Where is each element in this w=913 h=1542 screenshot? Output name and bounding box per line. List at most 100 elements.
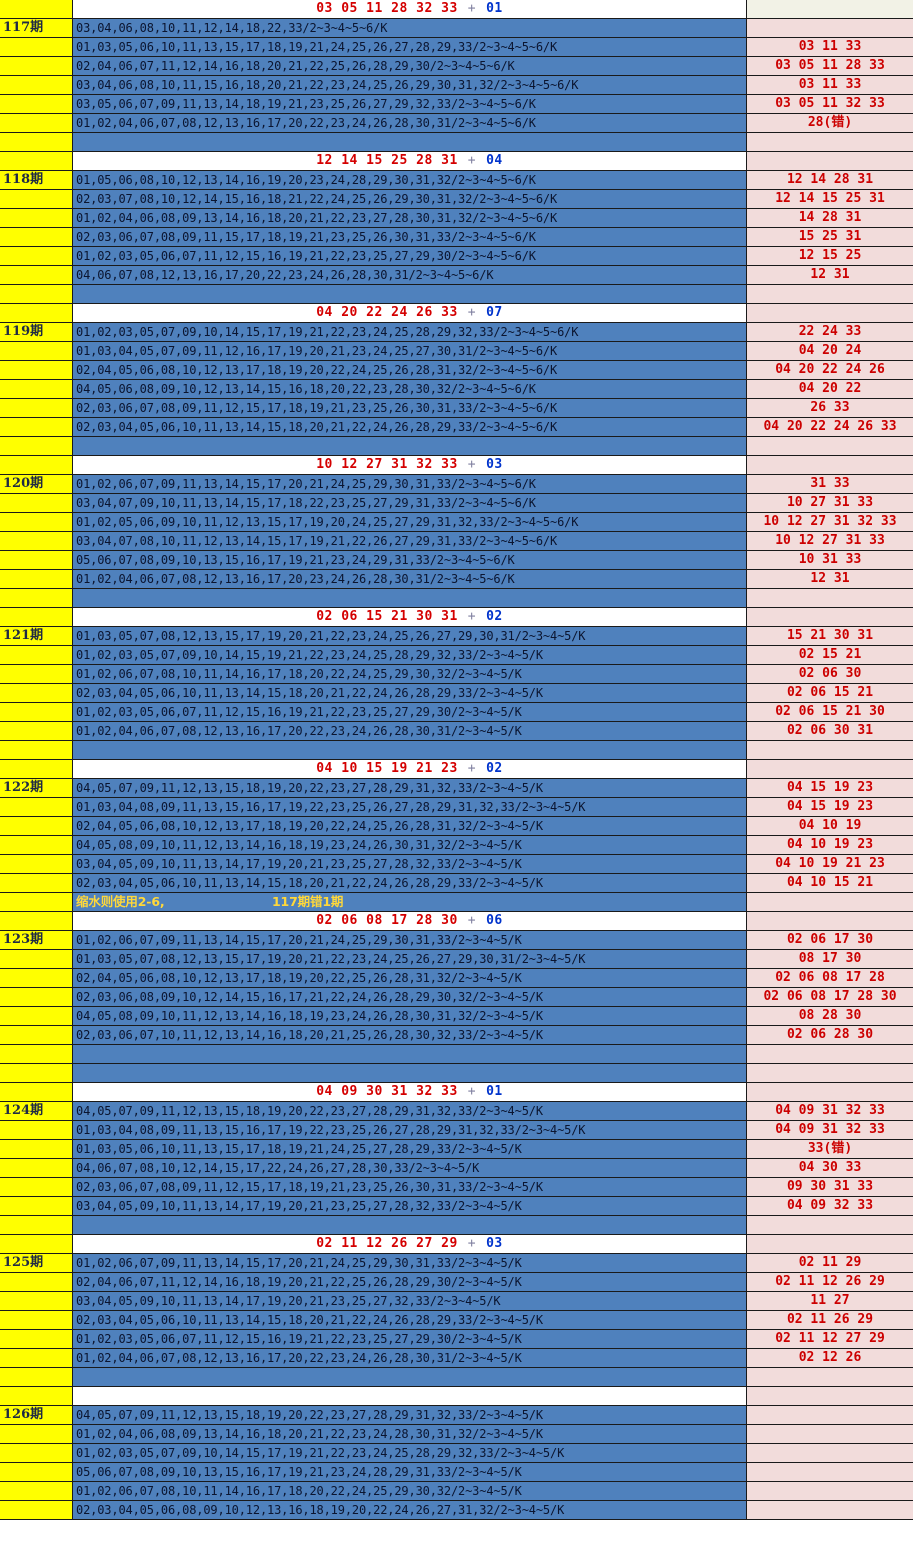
period-cell[interactable] [0,1368,73,1387]
combo-cell[interactable]: 01,02,04,06,07,08,12,13,16,17,20,22,23,2… [73,722,747,741]
combo-cell[interactable]: 04,06,07,08,10,12,14,15,17,22,24,26,27,2… [73,1159,747,1178]
period-cell[interactable] [0,893,73,912]
hit-cell[interactable] [747,1444,913,1463]
draw-result-cell[interactable]: 02 06 08 17 28 30 +06 [73,912,747,931]
combo-cell[interactable]: 01,02,06,07,08,10,11,14,16,17,18,20,22,2… [73,665,747,684]
period-cell[interactable] [0,836,73,855]
hit-cell[interactable] [747,1387,913,1406]
period-label[interactable]: 125期 [0,1254,73,1273]
combo-cell[interactable]: 04,05,07,09,11,12,13,15,18,19,20,22,23,2… [73,1406,747,1425]
period-cell[interactable] [0,437,73,456]
combo-cell[interactable]: 02,04,05,06,08,10,12,13,17,18,19,20,22,2… [73,361,747,380]
period-cell[interactable] [0,456,73,475]
period-cell[interactable] [0,551,73,570]
combo-cell[interactable]: 01,02,06,07,09,11,13,14,15,17,20,21,24,2… [73,475,747,494]
combo-cell[interactable]: 04,05,07,09,11,12,13,15,18,19,20,22,23,2… [73,1102,747,1121]
combo-cell[interactable]: 03,04,06,08,10,11,12,14,18,22,33/2~3~4~5… [73,19,747,38]
period-cell[interactable] [0,1501,73,1520]
draw-result-cell[interactable]: 04 20 22 24 26 33 +07 [73,304,747,323]
period-cell[interactable] [0,1387,73,1406]
hit-cell[interactable] [747,1235,913,1254]
period-cell[interactable] [0,855,73,874]
period-cell[interactable] [0,532,73,551]
period-cell[interactable] [0,1349,73,1368]
period-label[interactable]: 123期 [0,931,73,950]
hit-cell[interactable]: 12 14 15 25 31 [747,190,913,209]
period-cell[interactable] [0,665,73,684]
period-cell[interactable] [0,1140,73,1159]
hit-cell[interactable]: 12 31 [747,266,913,285]
period-cell[interactable] [0,741,73,760]
combo-cell[interactable]: 04,05,08,09,10,11,12,13,14,16,18,19,23,2… [73,836,747,855]
combo-cell[interactable] [73,741,747,760]
period-cell[interactable] [0,722,73,741]
period-cell[interactable] [0,380,73,399]
hit-cell[interactable]: 02 06 08 17 28 [747,969,913,988]
hit-cell[interactable]: 02 11 29 [747,1254,913,1273]
combo-cell[interactable]: 03,04,05,09,10,11,13,14,17,19,20,21,23,2… [73,1197,747,1216]
period-cell[interactable] [0,418,73,437]
hit-cell[interactable]: 04 30 33 [747,1159,913,1178]
hit-cell[interactable] [747,741,913,760]
draw-result-cell[interactable]: 04 10 15 19 21 23 +02 [73,760,747,779]
period-label[interactable]: 122期 [0,779,73,798]
hit-cell[interactable]: 04 10 19 [747,817,913,836]
hit-cell[interactable]: 02 06 30 [747,665,913,684]
note-cell[interactable]: 缩水则使用2-6, 117期错1期 [73,893,747,912]
combo-cell[interactable]: 01,02,04,06,07,08,12,13,16,17,20,22,23,2… [73,114,747,133]
combo-cell[interactable]: 01,03,04,05,07,09,11,12,16,17,19,20,21,2… [73,342,747,361]
combo-cell[interactable] [73,1045,747,1064]
period-cell[interactable] [0,1482,73,1501]
hit-cell[interactable]: 02 06 28 30 [747,1026,913,1045]
period-cell[interactable] [0,304,73,323]
hit-cell[interactable]: 08 28 30 [747,1007,913,1026]
hit-cell[interactable]: 12 15 25 [747,247,913,266]
hit-cell[interactable]: 04 09 31 32 33 [747,1102,913,1121]
hit-cell[interactable]: 02 15 21 [747,646,913,665]
combo-cell[interactable]: 04,05,08,09,10,11,12,13,14,16,18,19,23,2… [73,1007,747,1026]
period-cell[interactable] [0,1178,73,1197]
period-cell[interactable] [0,1330,73,1349]
period-cell[interactable] [0,912,73,931]
hit-cell[interactable]: 09 30 31 33 [747,1178,913,1197]
hit-cell[interactable] [747,437,913,456]
combo-cell[interactable]: 02,03,06,07,08,09,11,15,17,18,19,21,23,2… [73,228,747,247]
combo-cell[interactable]: 01,02,06,07,08,10,11,14,16,17,18,20,22,2… [73,1482,747,1501]
hit-cell[interactable]: 04 20 22 [747,380,913,399]
combo-cell[interactable]: 02,03,06,07,10,11,12,13,14,16,18,20,21,2… [73,1026,747,1045]
combo-cell[interactable]: 01,02,04,06,08,09,13,14,16,18,20,21,22,2… [73,209,747,228]
period-label[interactable]: 126期 [0,1406,73,1425]
period-cell[interactable] [0,703,73,722]
period-label[interactable]: 119期 [0,323,73,342]
hit-cell[interactable]: 15 25 31 [747,228,913,247]
period-cell[interactable] [0,133,73,152]
period-cell[interactable] [0,114,73,133]
hit-cell[interactable]: 10 27 31 33 [747,494,913,513]
period-cell[interactable] [0,190,73,209]
period-cell[interactable] [0,608,73,627]
hit-cell[interactable]: 11 27 [747,1292,913,1311]
period-cell[interactable] [0,1121,73,1140]
hit-cell[interactable]: 33(错) [747,1140,913,1159]
period-cell[interactable] [0,209,73,228]
combo-cell[interactable]: 01,02,03,05,06,07,11,12,15,16,19,21,22,2… [73,247,747,266]
period-cell[interactable] [0,798,73,817]
combo-cell[interactable] [73,133,747,152]
hit-cell[interactable] [747,1083,913,1102]
hit-cell[interactable]: 02 06 17 30 [747,931,913,950]
draw-result-cell[interactable]: 03 05 11 28 32 33 +01 [73,0,747,19]
period-cell[interactable] [0,684,73,703]
hit-cell[interactable]: 04 20 22 24 26 33 [747,418,913,437]
draw-result-cell[interactable]: 04 09 30 31 32 33 +01 [73,1083,747,1102]
hit-cell[interactable]: 28(错) [747,114,913,133]
hit-cell[interactable]: 15 21 30 31 [747,627,913,646]
hit-cell[interactable]: 03 05 11 32 33 [747,95,913,114]
hit-cell[interactable]: 04 10 19 23 [747,836,913,855]
combo-cell[interactable]: 01,03,05,06,10,11,13,15,17,18,19,21,24,2… [73,1140,747,1159]
period-cell[interactable] [0,1026,73,1045]
combo-cell[interactable]: 04,06,07,08,12,13,16,17,20,22,23,24,26,2… [73,266,747,285]
hit-cell[interactable] [747,1425,913,1444]
combo-cell[interactable]: 01,02,04,06,07,08,12,13,16,17,20,23,24,2… [73,570,747,589]
combo-cell[interactable]: 01,02,04,06,07,08,12,13,16,17,20,22,23,2… [73,1349,747,1368]
combo-cell[interactable] [73,285,747,304]
